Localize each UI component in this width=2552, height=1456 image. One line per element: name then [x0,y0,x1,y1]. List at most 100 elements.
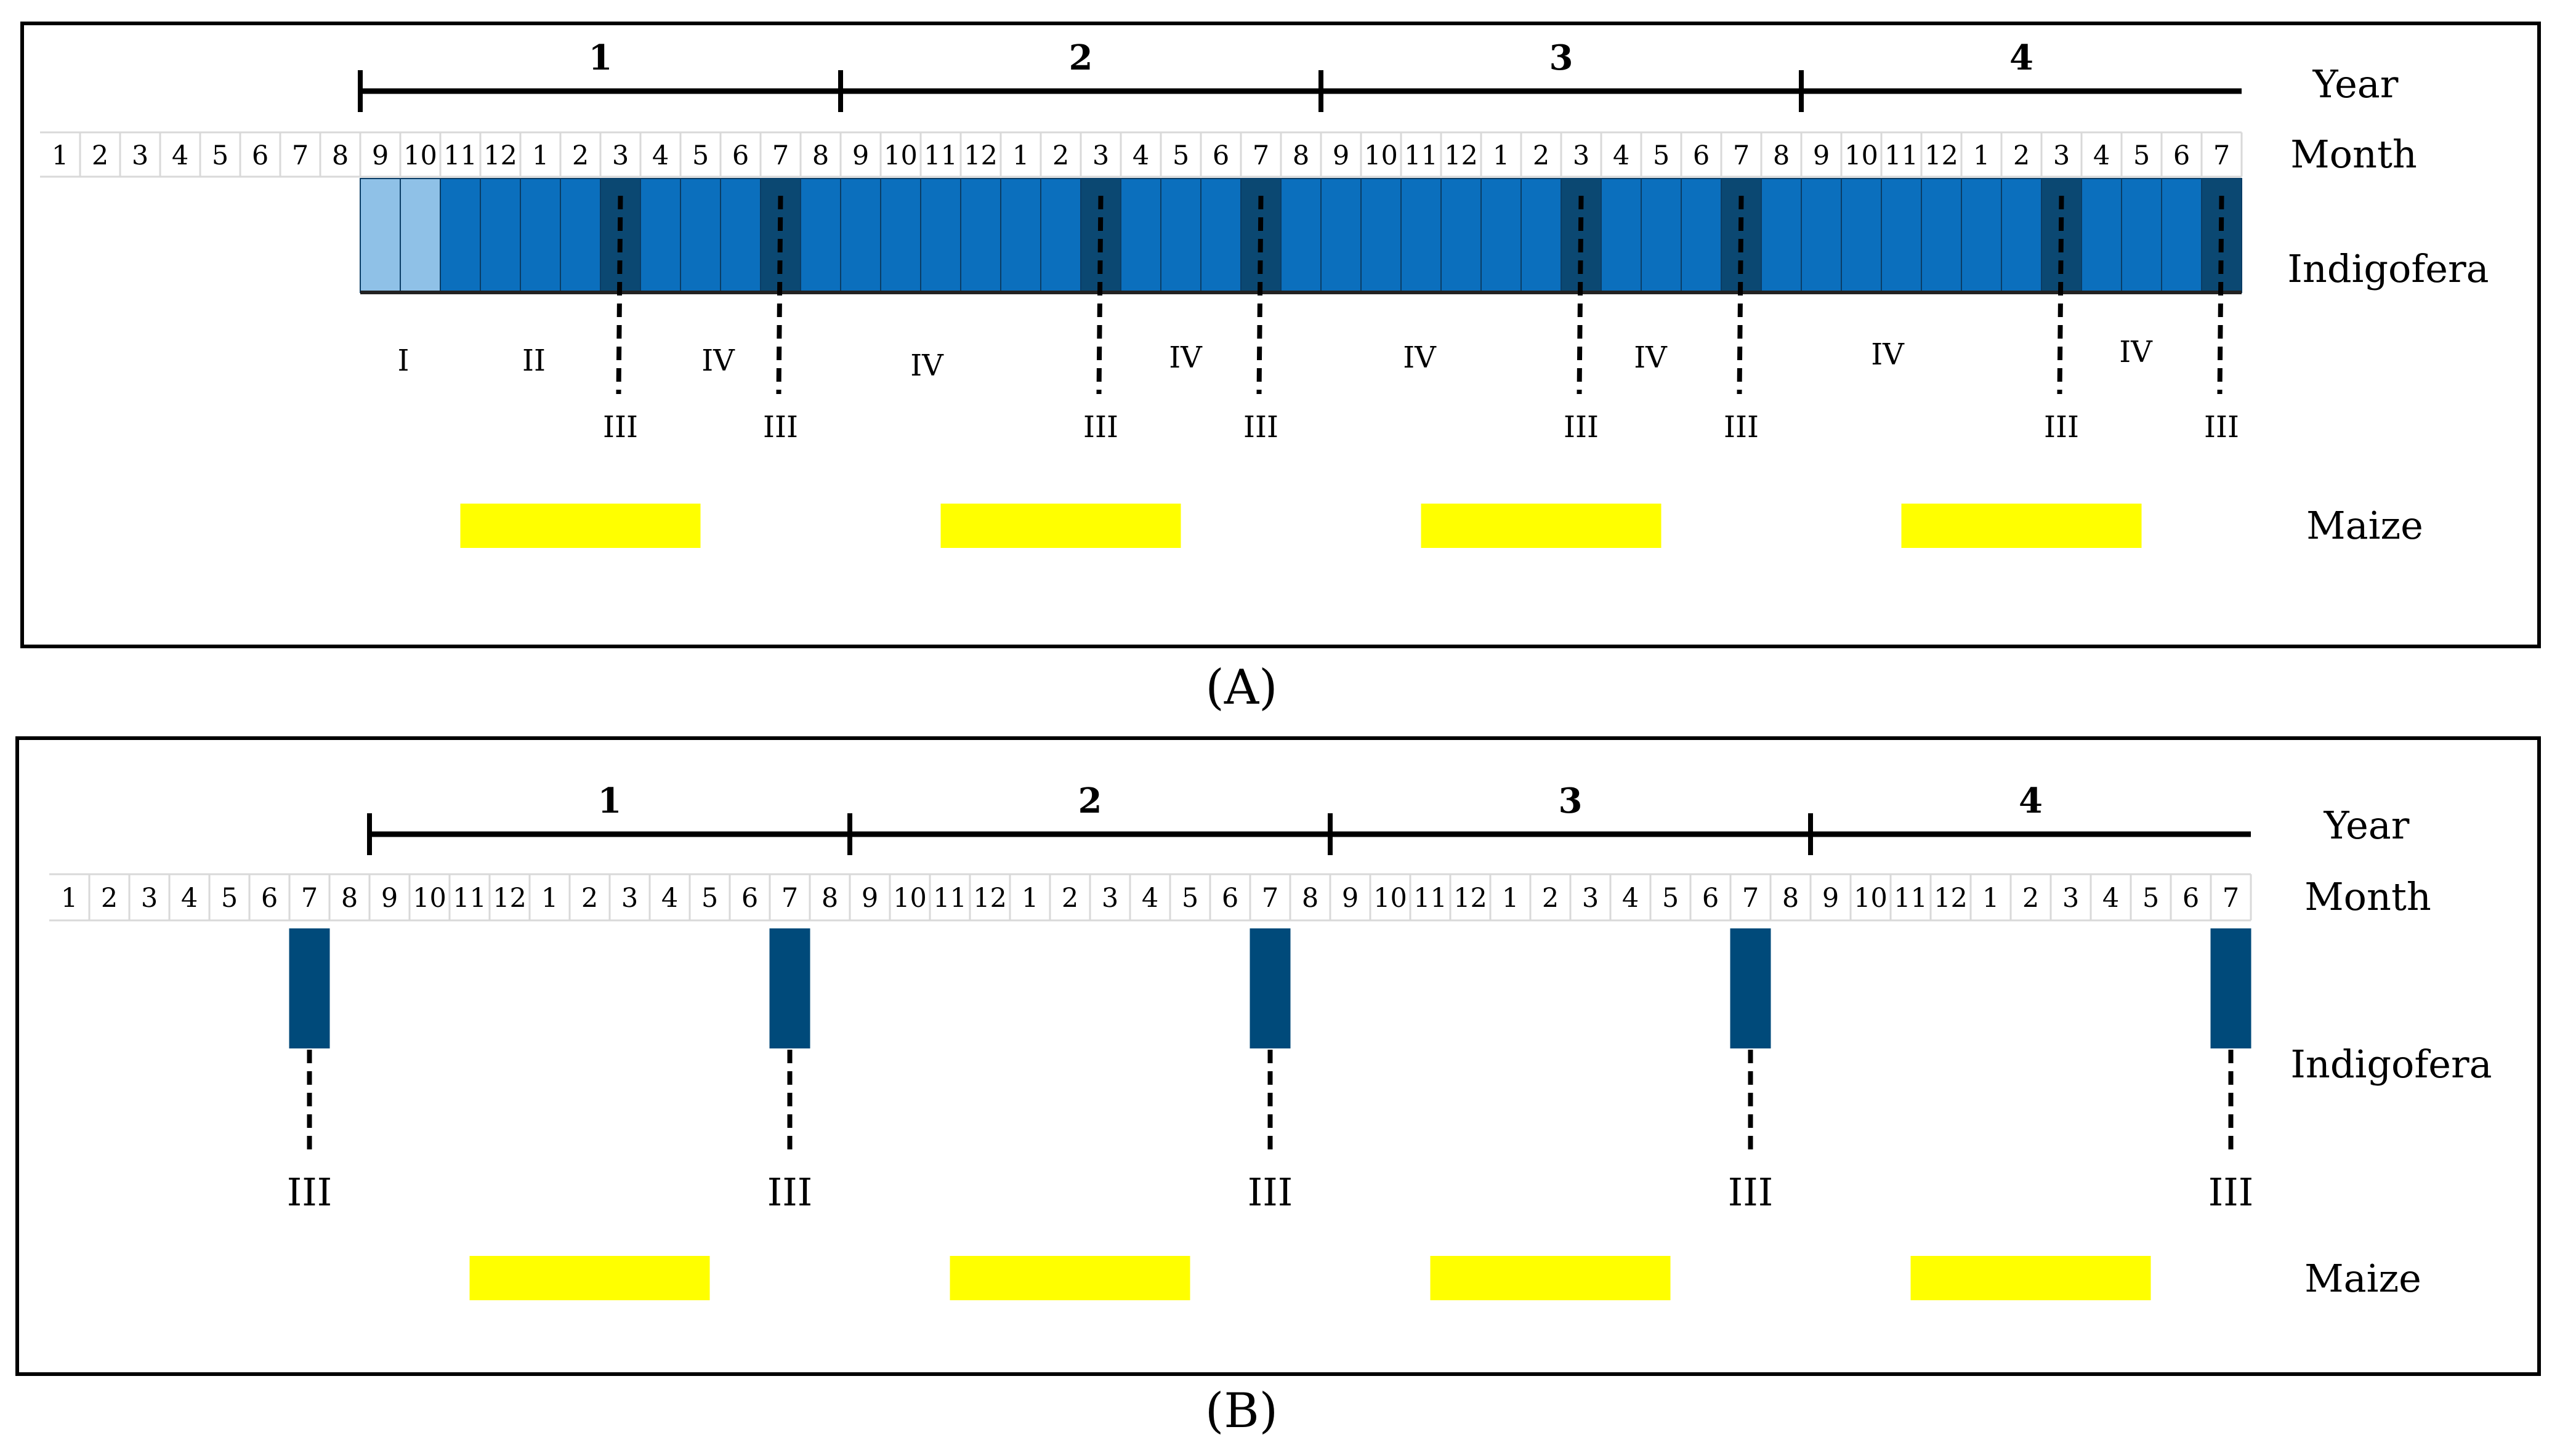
month-tick-label: 12 [1453,883,1487,914]
month-tick-label: 10 [403,140,437,171]
month-tick-label: 6 [732,140,749,171]
month-tick-label: 5 [1662,883,1679,914]
indigofera-growth-cell [680,178,721,293]
month-tick-label: 7 [301,883,318,914]
panel-b-frame [15,736,2541,1376]
indigofera-harvest-block [2210,928,2251,1048]
indigofera-harvest-cell [1080,178,1121,293]
month-tick-label: 10 [1364,140,1398,171]
panel-a-year-label: Year [2312,62,2399,107]
month-tick-label: 1 [1982,883,1999,914]
indigofera-harvest-block [1730,928,1771,1048]
month-tick-label: 12 [973,883,1007,914]
growth-stage-label: IV [1169,340,1203,375]
growth-stage-label: II [522,344,546,378]
month-tick-label: 3 [1092,140,1109,171]
month-tick-label: 2 [572,140,589,171]
month-tick-label: 1 [541,883,558,914]
month-tick-label: 2 [92,140,108,171]
month-tick-label: 10 [413,883,446,914]
month-tick-label: 12 [1934,883,1968,914]
indigofera-growth-cell [1160,178,1201,293]
month-tick-label: 5 [1182,883,1198,914]
month-tick-label: 11 [1404,140,1438,171]
month-tick-label: 9 [852,140,869,171]
indigofera-establishment-cell [360,178,401,293]
maize-bar [950,1256,1190,1300]
panel-a: 1 2 3 4 5 6 7 8 9 10 11 12 1 2 3 4 5 6 7 8 9 10 11 12 1 2 3 4 5 6 7 8 9 1… [20,22,2541,715]
month-tick-label: 10 [1373,883,1407,914]
growth-stage-label: IV [1403,340,1437,375]
month-tick-label: 5 [212,140,228,171]
month-tick-label: 6 [1693,140,1710,171]
month-tick-label: 6 [741,883,758,914]
panel-a-frame [20,22,2541,648]
indigofera-harvest-cell [1240,178,1282,293]
indigofera-growth-cell [1000,178,1041,293]
maize-bar [460,504,701,548]
harvest-stage-label: III [1083,410,1118,444]
harvest-stage-label: III [1248,1170,1293,1215]
month-tick-label: 11 [1884,140,1918,171]
month-tick-label: 4 [661,883,678,914]
indigofera-harvest-cell [2041,178,2082,293]
month-tick-label: 2 [1533,140,1549,171]
harvest-stage-label: III [287,1170,332,1215]
year-label: 3 [1549,38,1573,78]
month-tick-label: 7 [292,140,309,171]
month-tick-label: 10 [1854,883,1888,914]
month-tick-label: 12 [1444,140,1478,171]
harvest-stage-label: III [763,410,798,444]
harvest-dashed-line [2217,195,2224,395]
panel-b-indigofera-label: Indigofera [2290,1042,2492,1087]
month-tick-label: 5 [701,883,718,914]
indigofera-growth-cell [1480,178,1522,293]
month-tick-label: 4 [652,140,669,171]
month-tick-label: 5 [1653,140,1670,171]
panel-b-indigofera-track: III III III III III [287,928,2253,1215]
panel-b: 1 2 3 4 5 6 7 8 9 10 11 12 1 2 3 4 5 6 7 8 9 10 11 12 1 2 3 4 5 6 7 8 9 1… [15,736,2541,1439]
month-tick-label: 9 [1333,140,1349,171]
indigofera-growth-cell [1440,178,1482,293]
panel-a-indigofera-track [360,178,2242,294]
month-tick-label: 7 [1262,883,1278,914]
indigofera-growth-cell [1601,178,1642,293]
month-tick-label: 4 [2102,883,2119,914]
harvest-stage-label: III [1724,410,1759,444]
growth-stage-label: IV [1871,337,1905,372]
month-tick-label: 10 [884,140,918,171]
month-tick-label: 5 [692,140,709,171]
indigofera-growth-cell [880,178,921,293]
year-label: 3 [1559,781,1583,821]
indigofera-harvest-cell [2201,178,2242,293]
month-tick-label: 8 [822,883,838,914]
month-tick-label: 3 [1573,140,1589,171]
harvest-stage-label: III [1728,1170,1773,1215]
month-tick-label: 11 [933,883,967,914]
month-tick-label: 9 [381,883,398,914]
indigofera-growth-cell [1801,178,1842,293]
maize-bar [469,1256,710,1300]
indigofera-growth-cell [1360,178,1402,293]
indigofera-growth-cell [1681,178,1722,293]
year-label: 1 [598,781,622,821]
month-tick-label: 4 [1142,883,1158,914]
month-tick-label: 7 [772,140,789,171]
panel-a-month-label: Month [2290,132,2417,177]
harvest-stage-label: III [2208,1170,2253,1215]
month-tick-label: 4 [1133,140,1149,171]
month-tick-label: 2 [581,883,598,914]
indigofera-growth-cell [1400,178,1442,293]
indigofera-growth-cell [1320,178,1362,293]
month-tick-label: 3 [2062,883,2079,914]
harvest-stage-label: III [2044,410,2079,444]
year-label: 4 [2009,38,2033,78]
month-tick-label: 3 [1102,883,1118,914]
month-tick-label: 12 [1924,140,1958,171]
year-label: 1 [589,38,613,78]
indigofera-growth-cell [640,178,681,293]
month-tick-label: 1 [61,883,78,914]
panel-b-month-label: Month [2304,874,2431,919]
month-tick-label: 6 [252,140,269,171]
month-tick-label: 5 [2142,883,2159,914]
